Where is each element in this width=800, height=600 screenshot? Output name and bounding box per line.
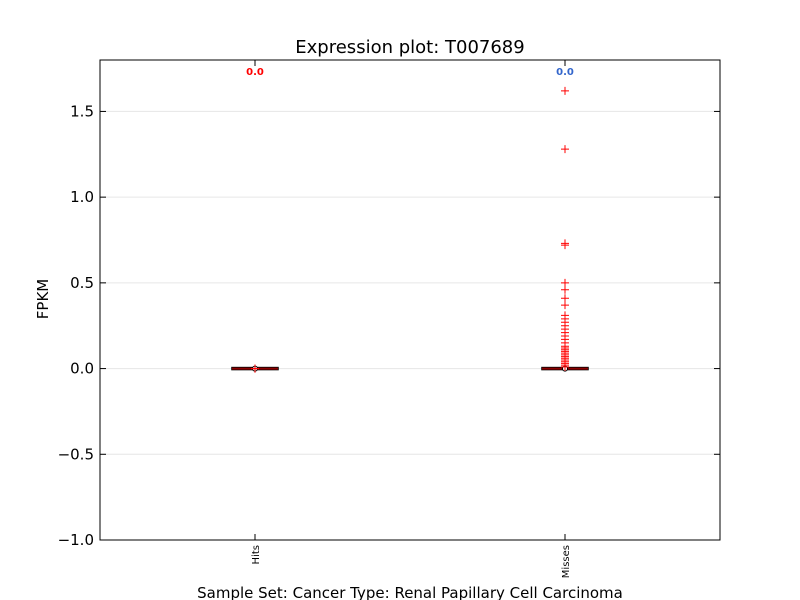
outlier-point — [561, 278, 569, 287]
y-tick-label: 1.0 — [70, 188, 94, 206]
outlier-point — [561, 294, 569, 303]
plot-frame — [99, 59, 721, 541]
y-tick-label: 1.5 — [70, 102, 94, 120]
y-axis-label: FPKM — [34, 279, 52, 319]
median-value-label: 0.0 — [556, 67, 574, 78]
x-axis-label: Sample Set: Cancer Type: Renal Papillary… — [197, 584, 623, 600]
outlier-point — [561, 285, 569, 294]
grid-lines — [100, 110, 720, 541]
x-category-label: Misses — [561, 545, 572, 578]
x-axis-ticks: Hits Misses — [251, 60, 572, 578]
outlier-point — [561, 362, 569, 371]
outlier-point — [561, 301, 569, 310]
median-labels: 0.0 0.0 — [246, 67, 574, 78]
y-tick-label: 0.5 — [70, 274, 94, 292]
outlier-point — [561, 241, 569, 250]
chart-title: Expression plot: T007689 — [295, 37, 524, 58]
outlier-points — [251, 86, 569, 373]
y-tick-label: −1.0 — [58, 531, 94, 549]
outlier-point — [561, 145, 569, 154]
y-axis-ticks: −1.0 −0.5 0.0 0.5 1.0 1.5 — [58, 102, 720, 549]
outlier-point — [251, 364, 259, 373]
outlier-point — [561, 86, 569, 95]
median-value-label: 0.0 — [246, 67, 264, 78]
y-tick-label: −0.5 — [58, 445, 94, 463]
y-tick-label: 0.0 — [70, 360, 94, 378]
x-category-label: Hits — [251, 545, 262, 564]
